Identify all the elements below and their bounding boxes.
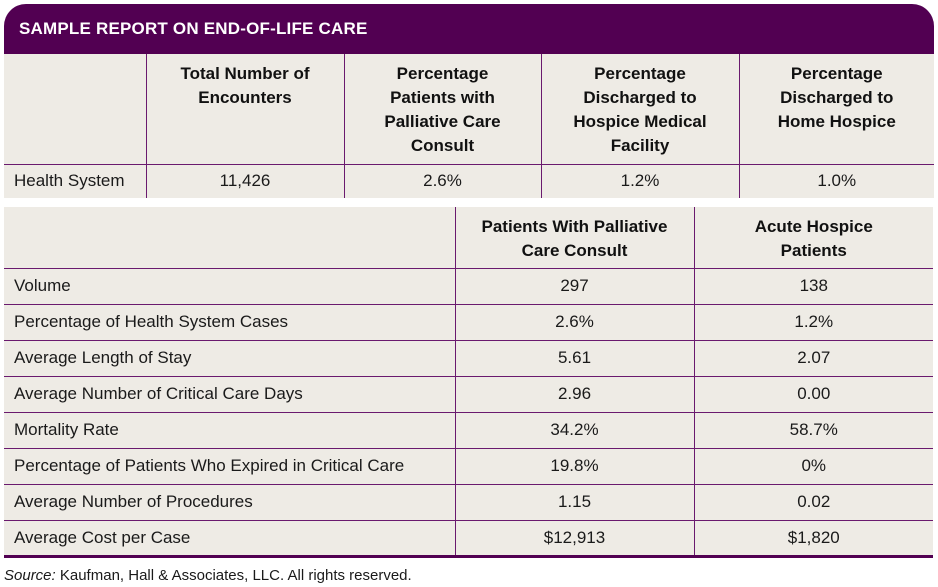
row-label: Percentage of Health System Cases <box>4 303 456 341</box>
row-label: Volume <box>4 268 456 305</box>
summary-header-blank <box>4 54 147 165</box>
row-label: Mortality Rate <box>4 411 456 449</box>
detail-table: Patients With Palliative Care Consult Ac… <box>4 207 933 558</box>
row-label: Average Number of Procedures <box>4 483 456 521</box>
table-row: Average Number of Procedures 1.15 0.02 <box>4 483 933 521</box>
table-row: Percentage of Health System Cases 2.6% 1… <box>4 303 933 341</box>
palliative-value: 297 <box>454 268 695 305</box>
palliative-value: 1.15 <box>454 483 695 521</box>
detail-header-palliative: Patients With Palliative Care Consult <box>454 207 695 269</box>
summary-header-total-encounters: Total Number of Encounters <box>145 54 345 165</box>
table-row: Health System 11,426 2.6% 1.2% 1.0% <box>4 164 934 198</box>
acute-hospice-value: 138 <box>693 268 933 305</box>
palliative-consult-value: 2.6% <box>343 164 542 198</box>
report-container: SAMPLE REPORT ON END-OF-LIFE CARE Total … <box>4 4 934 558</box>
acute-hospice-value: 1.2% <box>693 303 933 341</box>
detail-header-row: Patients With Palliative Care Consult Ac… <box>4 207 933 269</box>
table-row: Mortality Rate 34.2% 58.7% <box>4 411 933 449</box>
summary-header-palliative-consult: Percentage Patients with Palliative Care… <box>343 54 542 165</box>
row-label: Average Length of Stay <box>4 339 456 377</box>
summary-table: Total Number of Encounters Percentage Pa… <box>4 54 934 198</box>
detail-header-blank <box>4 207 456 269</box>
table-row: Average Length of Stay 5.61 2.07 <box>4 339 933 377</box>
table-gap <box>4 198 934 207</box>
row-label: Average Cost per Case <box>4 519 456 558</box>
palliative-value: 5.61 <box>454 339 695 377</box>
row-label: Percentage of Patients Who Expired in Cr… <box>4 447 456 485</box>
acute-hospice-value: 0.02 <box>693 483 933 521</box>
row-label: Average Number of Critical Care Days <box>4 375 456 413</box>
acute-hospice-value: 58.7% <box>693 411 933 449</box>
acute-hospice-value: 2.07 <box>693 339 933 377</box>
table-row: Average Cost per Case $12,913 $1,820 <box>4 519 933 558</box>
acute-hospice-value: 0% <box>693 447 933 485</box>
palliative-value: 19.8% <box>454 447 695 485</box>
source-note: Source: Kaufman, Hall & Associates, LLC.… <box>4 567 412 584</box>
total-encounters-value: 11,426 <box>145 164 345 198</box>
table-row: Volume 297 138 <box>4 268 933 305</box>
palliative-value: 2.96 <box>454 375 695 413</box>
source-text: Kaufman, Hall & Associates, LLC. All rig… <box>55 567 412 584</box>
source-prefix: Source: <box>4 567 56 584</box>
table-row: Average Number of Critical Care Days 2.9… <box>4 375 933 413</box>
summary-header-row: Total Number of Encounters Percentage Pa… <box>4 54 934 165</box>
hospice-medical-value: 1.2% <box>540 164 740 198</box>
table-row: Percentage of Patients Who Expired in Cr… <box>4 447 933 485</box>
home-hospice-value: 1.0% <box>738 164 934 198</box>
acute-hospice-value: 0.00 <box>693 375 933 413</box>
report-title: SAMPLE REPORT ON END-OF-LIFE CARE <box>4 4 934 54</box>
row-label: Health System <box>4 164 147 198</box>
palliative-value: $12,913 <box>454 519 695 558</box>
acute-hospice-value: $1,820 <box>693 519 933 558</box>
palliative-value: 2.6% <box>454 303 695 341</box>
detail-header-acute-hospice: Acute Hospice Patients <box>693 207 933 269</box>
summary-header-home-hospice: Percentage Discharged to Home Hospice <box>738 54 934 165</box>
summary-header-hospice-medical: Percentage Discharged to Hospice Medical… <box>540 54 740 165</box>
palliative-value: 34.2% <box>454 411 695 449</box>
